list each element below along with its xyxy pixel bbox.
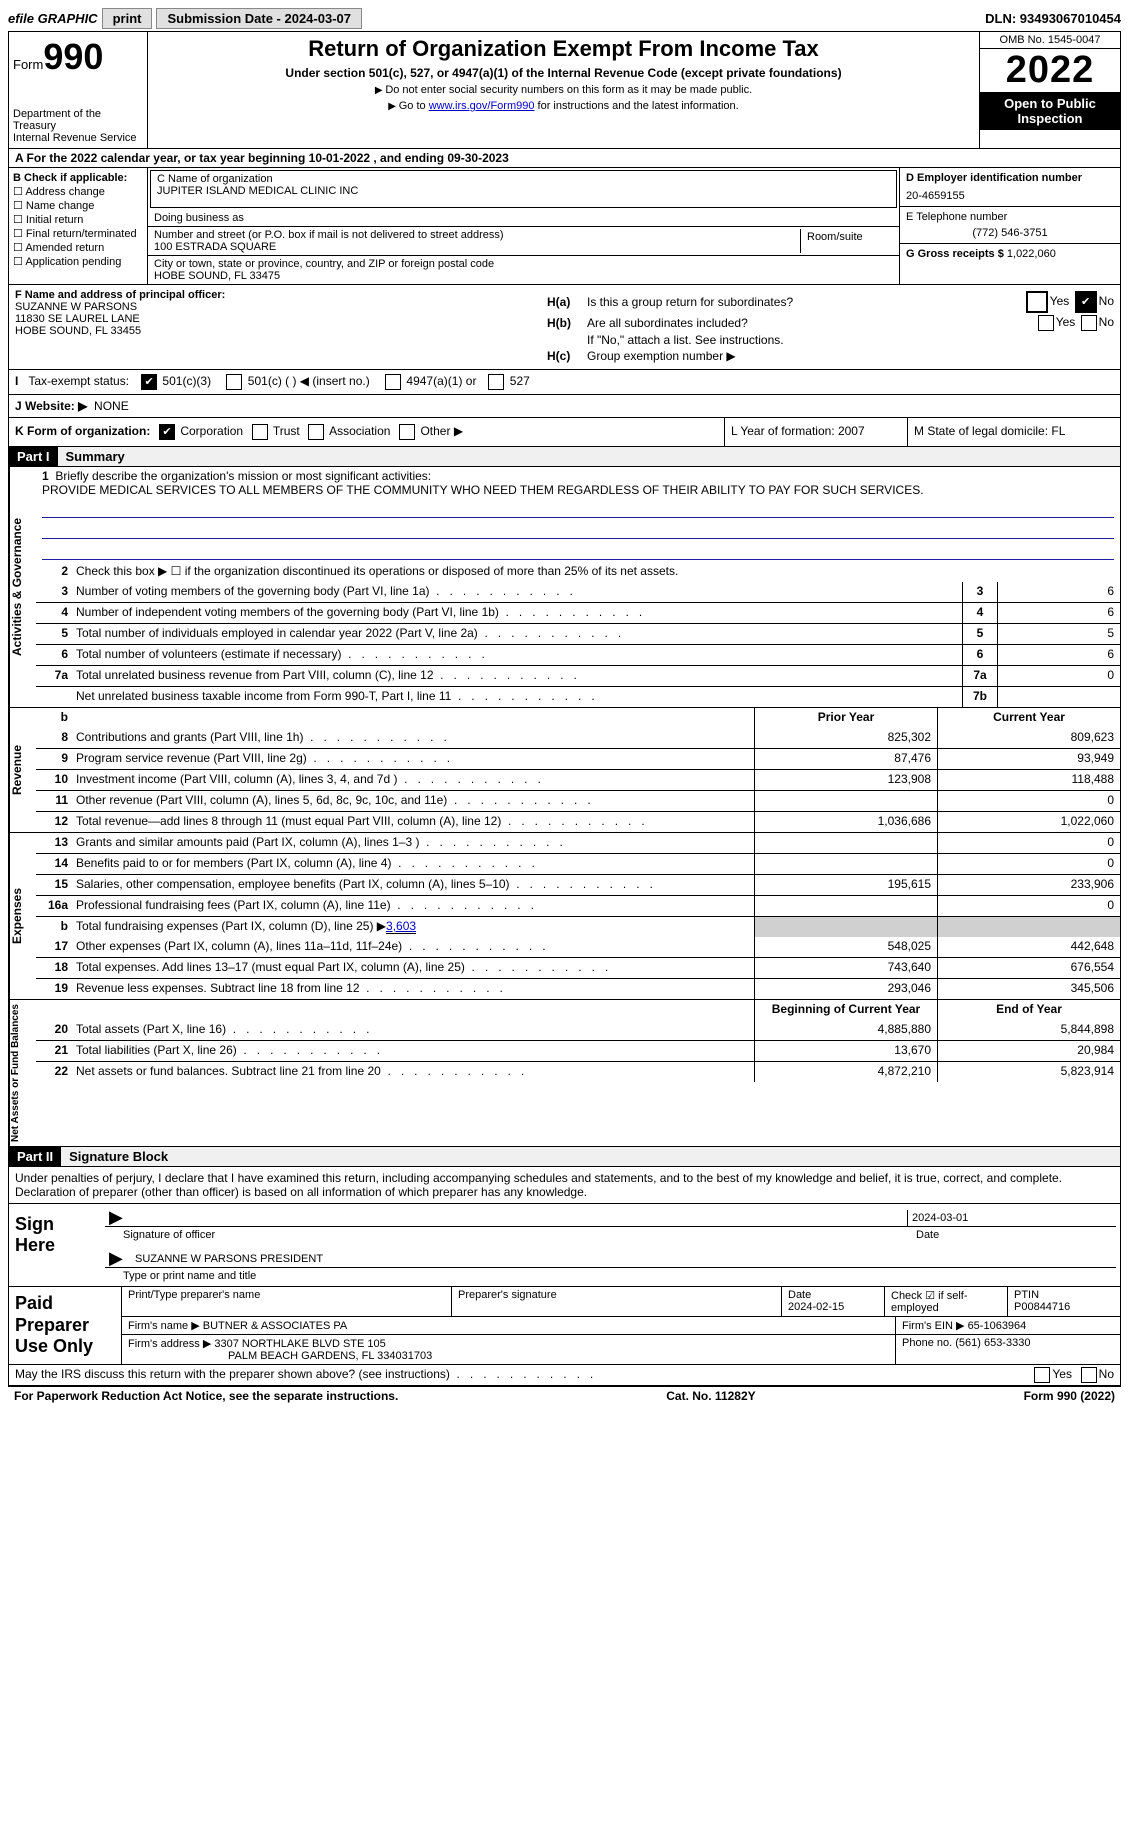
fundraising-link[interactable]: 3,603: [386, 919, 416, 934]
table-row: 10 Investment income (Part VIII, column …: [36, 769, 1120, 790]
efile-label: efile GRAPHIC: [8, 11, 98, 26]
col-d-ein: D Employer identification number 20-4659…: [899, 168, 1120, 284]
side-expenses: Expenses: [9, 833, 36, 999]
footer-bottom: For Paperwork Reduction Act Notice, see …: [8, 1386, 1121, 1405]
row-i-tax-status: I Tax-exempt status: 501(c)(3) 501(c) ( …: [9, 370, 1120, 395]
col-c-org: C Name of organization JUPITER ISLAND ME…: [148, 168, 899, 284]
form-id-block: Form990 Department of the Treasury Inter…: [9, 32, 148, 148]
table-row: Net unrelated business taxable income fr…: [36, 686, 1120, 707]
side-activities: Activities & Governance: [9, 467, 36, 707]
paid-preparer-label: Paid Preparer Use Only: [9, 1287, 121, 1364]
sign-body: ▶ 2024-03-01 Signature of officerDate ▶ …: [101, 1204, 1120, 1286]
side-netassets: Net Assets or Fund Balances: [9, 1000, 36, 1146]
501c3-checkbox: [141, 374, 157, 390]
dln: DLN: 93493067010454: [985, 11, 1121, 26]
table-row: 12 Total revenue—add lines 8 through 11 …: [36, 811, 1120, 832]
irs-link[interactable]: www.irs.gov/Form990: [429, 100, 535, 112]
footer-discuss: May the IRS discuss this return with the…: [9, 1365, 1120, 1385]
table-row: 14 Benefits paid to or for members (Part…: [36, 853, 1120, 874]
table-row: 15 Salaries, other compensation, employe…: [36, 874, 1120, 895]
side-revenue: Revenue: [9, 708, 36, 832]
print-button[interactable]: print: [102, 8, 153, 29]
submission-date: Submission Date - 2024-03-07: [156, 8, 362, 29]
table-row: 21 Total liabilities (Part X, line 26) 1…: [36, 1040, 1120, 1061]
row-16b: b Total fundraising expenses (Part IX, c…: [36, 916, 1120, 937]
row-k-form-org: K Form of organization: Corporation Trus…: [9, 418, 1120, 447]
col-h-group: H(a) Is this a group return for subordin…: [541, 285, 1120, 369]
table-row: 16a Professional fundraising fees (Part …: [36, 895, 1120, 916]
year-block: OMB No. 1545-0047 2022 Open to Public In…: [979, 32, 1120, 148]
table-row: 7a Total unrelated business revenue from…: [36, 665, 1120, 686]
table-row: 11 Other revenue (Part VIII, column (A),…: [36, 790, 1120, 811]
sig-declaration: Under penalties of perjury, I declare th…: [9, 1167, 1120, 1204]
preparer-table: Print/Type preparer's name Preparer's si…: [121, 1287, 1120, 1364]
row-a-period: A For the 2022 calendar year, or tax yea…: [9, 149, 1120, 168]
table-row: 22 Net assets or fund balances. Subtract…: [36, 1061, 1120, 1082]
table-row: 8 Contributions and grants (Part VIII, l…: [36, 728, 1120, 748]
col-b-checkboxes: B Check if applicable: Address change Na…: [9, 168, 148, 284]
table-row: 20 Total assets (Part X, line 16) 4,885,…: [36, 1020, 1120, 1040]
row-j-website: J Website: ▶ NONE: [9, 395, 1120, 418]
table-row: 17 Other expenses (Part IX, column (A), …: [36, 937, 1120, 957]
table-row: 9 Program service revenue (Part VIII, li…: [36, 748, 1120, 769]
table-row: 5 Total number of individuals employed i…: [36, 623, 1120, 644]
sign-here-label: Sign Here: [9, 1204, 101, 1286]
table-row: 18 Total expenses. Add lines 13–17 (must…: [36, 957, 1120, 978]
form-title-block: Return of Organization Exempt From Incom…: [148, 32, 979, 148]
part1-header: Part ISummary: [9, 447, 1120, 467]
col-f-officer: F Name and address of principal officer:…: [9, 285, 541, 369]
table-row: 13 Grants and similar amounts paid (Part…: [36, 833, 1120, 853]
table-row: 4 Number of independent voting members o…: [36, 602, 1120, 623]
mission-block: 1 Briefly describe the organization's mi…: [36, 467, 1120, 562]
part2-header: Part IISignature Block: [9, 1147, 1120, 1167]
table-row: 19 Revenue less expenses. Subtract line …: [36, 978, 1120, 999]
table-row: 6 Total number of volunteers (estimate i…: [36, 644, 1120, 665]
table-row: 3 Number of voting members of the govern…: [36, 582, 1120, 602]
